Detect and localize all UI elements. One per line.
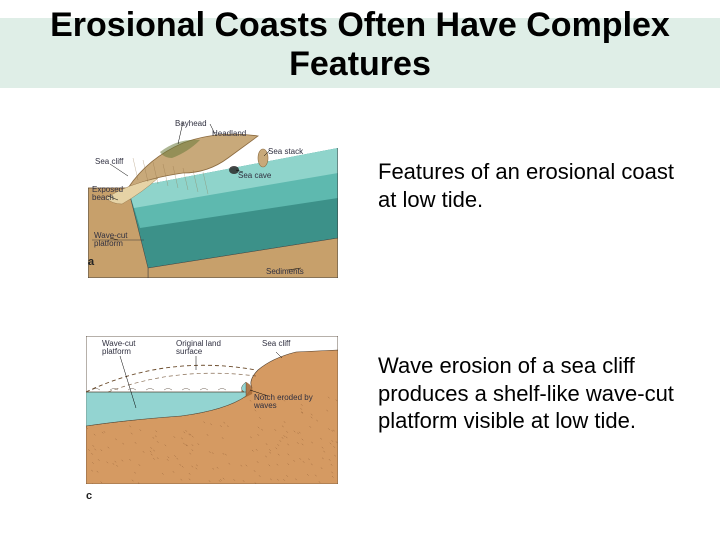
panel-letter-top: a <box>88 256 94 268</box>
caption-top: Features of an erosional coast at low ti… <box>378 158 688 213</box>
label-b-notch: Notch eroded by waves <box>254 394 314 410</box>
label-bayhead: Bayhead <box>175 120 207 128</box>
label-b-seacliff: Sea cliff <box>262 340 290 348</box>
label-exposed-beach: Exposed beach <box>92 186 132 202</box>
label-sea-cave: Sea cave <box>238 172 271 180</box>
label-sediments: Sediments <box>266 268 304 276</box>
label-headland: Headland <box>212 130 246 138</box>
wave-cut-platform-diagram <box>86 336 338 484</box>
label-sea-stack: Sea stack <box>268 148 303 156</box>
page-title: Erosional Coasts Often Have Complex Feat… <box>0 6 720 84</box>
label-wavecut-platform: Wave-cut platform <box>94 232 139 248</box>
panel-letter-bottom: c <box>86 490 92 502</box>
label-b-wavecut: Wave-cut platform <box>102 340 147 356</box>
caption-bottom: Wave erosion of a sea cliff produces a s… <box>378 352 688 435</box>
label-b-original: Original land surface <box>176 340 236 356</box>
label-sea-cliff: Sea cliff <box>95 158 123 166</box>
